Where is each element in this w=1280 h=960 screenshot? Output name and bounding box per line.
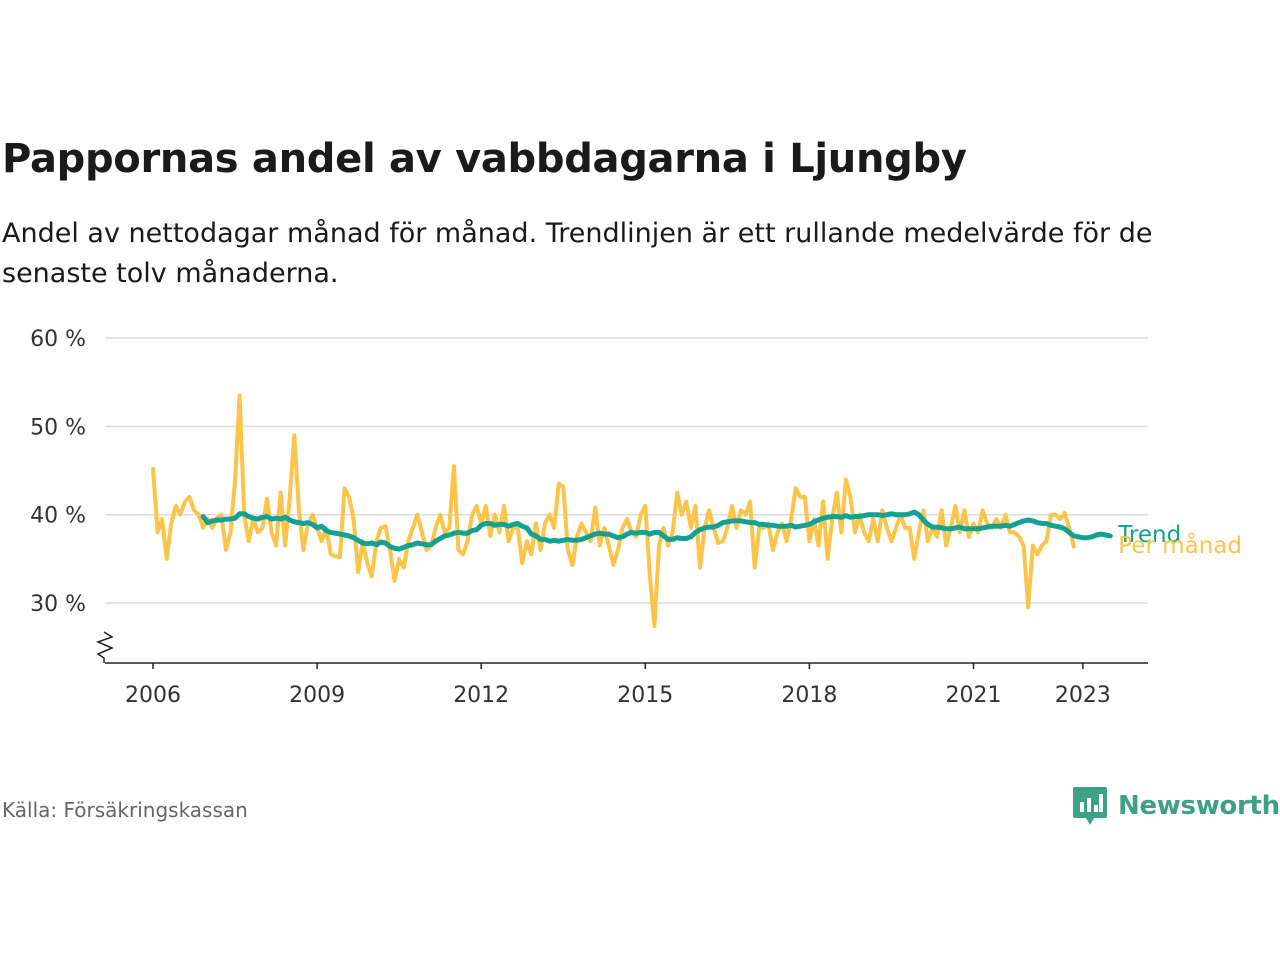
x-tick-label: 2015 [617, 683, 673, 708]
x-tick-label: 2021 [946, 683, 1002, 708]
y-tick-label: 40 % [30, 504, 86, 529]
x-tick-label: 2012 [453, 683, 509, 708]
trend-series-label: Trend [1117, 522, 1181, 548]
source-note: Källa: Försäkringskassan [2, 798, 248, 822]
y-axis-break [95, 631, 114, 663]
x-tick-label: 2023 [1055, 683, 1111, 708]
y-tick-label: 60 % [30, 327, 86, 352]
x-tick-label: 2018 [781, 683, 837, 708]
monthly-series-line [151, 393, 1076, 628]
y-tick-label: 30 % [30, 592, 86, 617]
x-tick-label: 2006 [125, 683, 181, 708]
trend-series-line [200, 509, 1113, 552]
chart-title: Pappornas andel av vabbdagarna i Ljungby [2, 136, 967, 182]
newsworthy-logo: Newsworthy [1072, 786, 1280, 826]
brand-name: Newsworthy [1118, 791, 1280, 821]
x-tick-label: 2009 [289, 683, 345, 708]
bar-chart-speech-bubble-icon [1073, 787, 1107, 825]
monthly-series-label: Per månad [1118, 531, 1242, 559]
chart-subtitle: Andel av nettodagar månad för månad. Tre… [2, 218, 1153, 289]
y-tick-label: 50 % [30, 415, 86, 440]
line-chart: 30 % 40 % 50 % 60 % 2006 2009 2012 2015 2018 2021… [30, 327, 1242, 708]
